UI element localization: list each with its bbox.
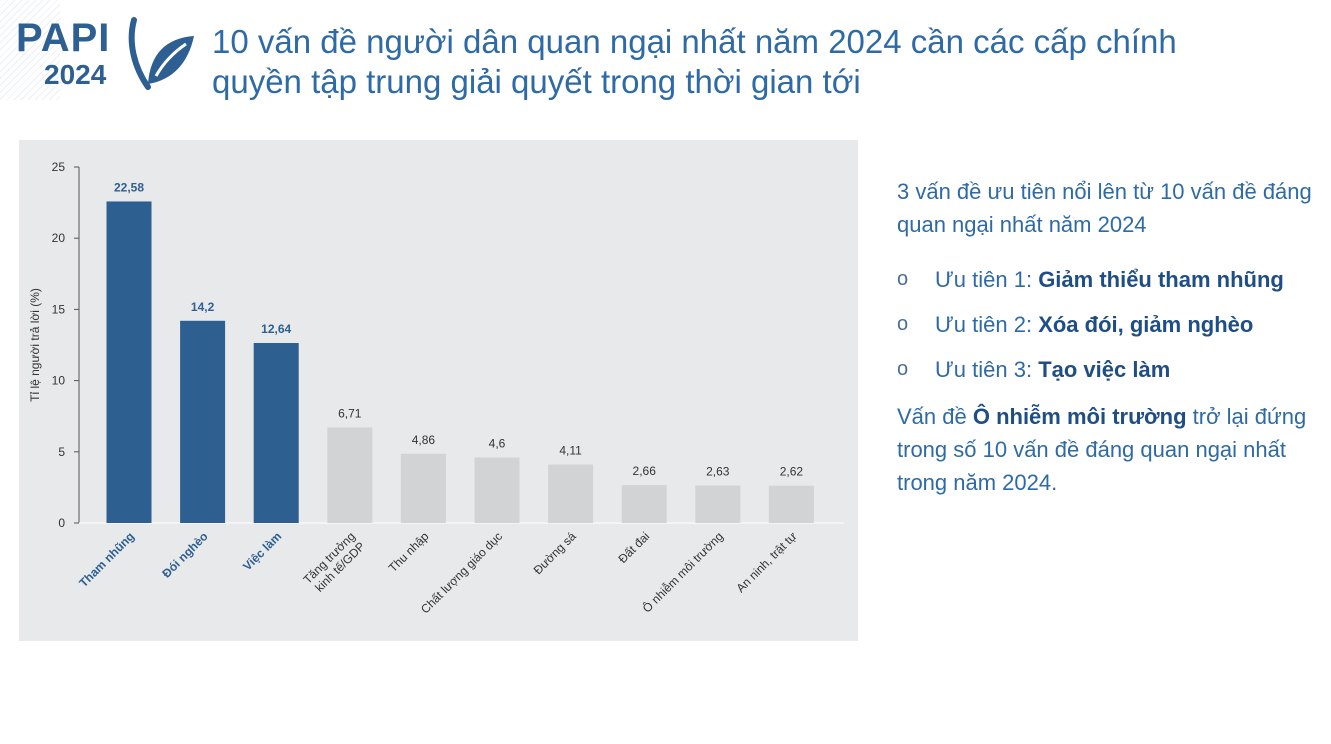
data-label: 2,66 [633, 464, 657, 478]
y-tick-label: 5 [58, 445, 65, 459]
category-label: Thu nhập [386, 529, 432, 575]
category-label-line: Đường sá [531, 529, 579, 577]
category-label: An ninh, trật tự [733, 529, 799, 595]
bar [548, 464, 594, 523]
category-label-line: An ninh, trật tự [733, 529, 799, 595]
bar [695, 485, 741, 523]
category-label-line: Tham nhũng [76, 529, 137, 590]
priority-item-3: o Ưu tiên 3: Tạo việc làm [897, 353, 1322, 386]
y-axis-label: Tỉ lệ người trả lời (%) [28, 288, 42, 402]
data-label: 2,62 [780, 465, 804, 479]
category-label-line: Đất đai [616, 529, 653, 566]
priority-item-1: o Ưu tiên 1: Giảm thiểu tham nhũng [897, 263, 1322, 296]
category-label: Đất đai [616, 529, 653, 566]
bar [180, 320, 226, 523]
data-label: 22,58 [114, 180, 144, 194]
y-tick-label: 10 [52, 374, 66, 388]
priority-prefix: Ưu tiên 2: [935, 312, 1039, 337]
priority-outro: Vấn đề Ô nhiễm môi trường trở lại đứng t… [897, 404, 1307, 495]
priority-label: Xóa đói, giảm nghèo [1038, 312, 1254, 337]
priority-list: o Ưu tiên 1: Giảm thiểu tham nhũng o Ưu tiê… [897, 263, 1322, 386]
bar [621, 485, 667, 523]
outro-highlight: Ô nhiễm môi trường [972, 404, 1187, 429]
y-tick-label: 0 [58, 516, 65, 530]
header-stripe-pattern [0, 0, 60, 100]
bullet-icon: o [897, 358, 909, 380]
category-label: Chất lượng giáo dục [418, 529, 505, 616]
priority-label: Tạo việc làm [1038, 357, 1171, 382]
category-label-line: Thu nhập [386, 529, 432, 575]
category-label: Tham nhũng [76, 529, 137, 590]
data-label: 4,11 [559, 443, 582, 457]
data-label: 12,64 [261, 322, 291, 336]
page-title: 10 vấn đề người dân quan ngại nhất năm 2… [212, 23, 1177, 100]
priority-prefix: Ưu tiên 1: [935, 267, 1039, 292]
y-tick-label: 15 [52, 302, 66, 316]
category-label: Đói nghèo [159, 529, 210, 580]
bar-chart: 0 5 10 15 20 25 Tỉ lệ người trả lời (%) 22,58 Th… [28, 160, 844, 616]
leaf-icon [128, 17, 194, 90]
priority-label: Giảm thiểu tham nhũng [1038, 267, 1284, 292]
chart-panel: 0 5 10 15 20 25 Tỉ lệ người trả lời (%) 22,58 Th… [19, 140, 858, 641]
bar [474, 457, 520, 523]
category-label: Tăng trưởngkinh tế/GDP [300, 529, 367, 596]
priority-item-2: o Ưu tiên 2: Xóa đói, giảm nghèo [897, 308, 1322, 341]
bar [400, 453, 446, 523]
bar [327, 427, 373, 523]
papi-logo: PAPI 2024 [16, 16, 194, 93]
data-label: 4,86 [412, 433, 436, 447]
bullet-icon: o [897, 313, 909, 335]
data-label: 14,2 [191, 300, 215, 314]
category-label-line: Đói nghèo [159, 529, 210, 580]
priority-intro: 3 vấn đề ưu tiên nổi lên từ 10 vấn đề đá… [897, 179, 1312, 237]
logo-name: PAPI [16, 16, 111, 60]
data-label: 4,6 [489, 436, 506, 450]
priority-prefix: Ưu tiên 3: [935, 357, 1039, 382]
category-label: Đường sá [531, 529, 579, 577]
bar [106, 201, 152, 523]
category-label: Việc làm [240, 529, 284, 573]
category-label-line: Chất lượng giáo dục [418, 529, 505, 616]
bullet-icon: o [897, 268, 909, 290]
category-label-line: Việc làm [240, 529, 284, 573]
bar [768, 485, 814, 523]
y-tick-label: 20 [52, 231, 66, 245]
category-label: Ô nhiễm môi trường [639, 529, 726, 616]
y-tick-label: 25 [52, 160, 66, 174]
logo-year: 2024 [44, 59, 107, 90]
data-label: 6,71 [338, 406, 362, 420]
data-label: 2,63 [706, 465, 730, 479]
priority-panel: 3 vấn đề ưu tiên nổi lên từ 10 vấn đề đá… [897, 175, 1322, 521]
bar [253, 343, 299, 523]
category-label-line: Ô nhiễm môi trường [639, 529, 726, 616]
